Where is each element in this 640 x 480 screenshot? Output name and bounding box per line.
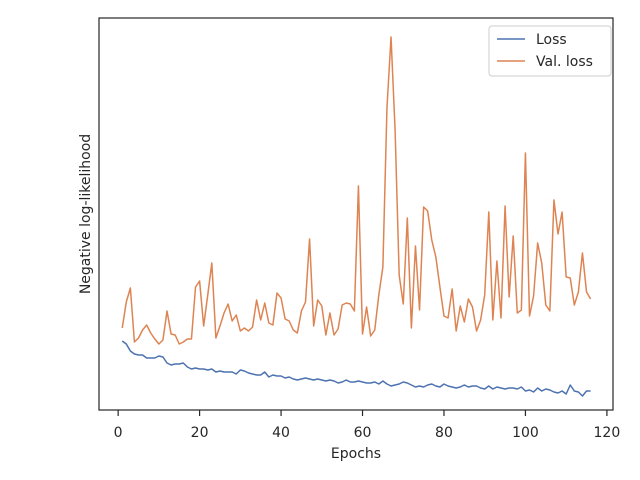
x-tick-label: 0 [114,425,123,441]
x-tick-label: 100 [512,425,539,441]
x-tick-label: 60 [354,425,372,441]
x-tick-label: 80 [435,425,453,441]
series-line [121,340,591,397]
x-tick-label: 120 [594,425,621,441]
plot-frame [98,17,614,411]
x-tick-label: 20 [191,425,209,441]
x-tick-label: 40 [272,425,290,441]
y-axis-label: Negative log-likelihood [78,134,94,294]
legend-label: Val. loss [536,54,593,70]
series-line [121,36,592,345]
x-axis-label: Epochs [331,446,381,462]
legend-label: Loss [536,32,567,48]
